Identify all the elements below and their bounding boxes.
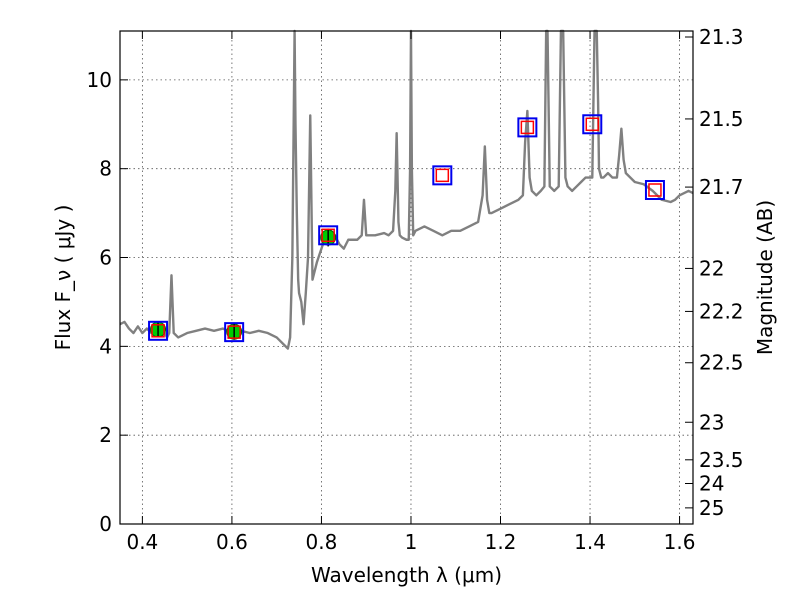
model-point — [321, 228, 335, 243]
right-tick-label: 21.3 — [699, 25, 744, 49]
spectrum-layer — [119, 29, 694, 350]
right-tick-label: 23 — [699, 410, 724, 434]
model-point — [648, 183, 662, 197]
x-tick-label: 0.4 — [126, 530, 158, 554]
model-point — [227, 325, 241, 339]
filter-band-box — [432, 165, 453, 186]
x-tick-label: 1.6 — [664, 530, 696, 554]
x-tick-label: 1.2 — [485, 530, 517, 554]
model-point — [585, 117, 600, 132]
plot-frame — [119, 30, 694, 525]
y-tick-label: 6 — [99, 246, 112, 270]
filter-band-box — [582, 114, 603, 135]
x-tick-label: 1.4 — [574, 530, 606, 554]
right-tick-label: 22.5 — [699, 351, 744, 375]
right-tick-label: 21.7 — [699, 175, 744, 199]
right-tick-label: 22 — [699, 256, 724, 280]
x-tick-label: 0.6 — [216, 530, 248, 554]
y-tick-label: 8 — [99, 157, 112, 181]
spectrum-line — [119, 29, 694, 350]
grid-lines — [120, 31, 693, 525]
right-axis-title: Magnitude (AB) — [753, 200, 777, 355]
x-tick-label: 0.8 — [306, 530, 338, 554]
x-axis-title: Wavelength λ (μm) — [311, 563, 502, 587]
axis-ticks: 0.4 0.6 0.8 1 1.2 1.4 1.6024681021.321.521.722… — [87, 25, 744, 554]
y-tick-label: 10 — [87, 68, 112, 92]
y-tick-label: 0 — [99, 512, 112, 536]
y-tick-label: 2 — [99, 423, 112, 447]
right-tick-label: 21.5 — [699, 107, 744, 131]
x-tick-label: 1 — [405, 530, 418, 554]
right-tick-label: 25 — [699, 496, 724, 520]
filter-band-box — [517, 117, 538, 138]
right-tick-label: 24 — [699, 471, 724, 495]
right-tick-label: 23.5 — [699, 448, 744, 472]
right-tick-label: 22.2 — [699, 299, 744, 323]
photometry-points — [148, 114, 665, 343]
y-axis-title: Flux F_ν ( μJy ) — [51, 205, 75, 351]
filter-band-box — [318, 225, 339, 246]
model-point — [520, 120, 535, 135]
model-point — [435, 168, 450, 183]
filter-band-box — [148, 320, 169, 341]
model-point — [151, 324, 165, 338]
filter-band-box — [644, 180, 665, 201]
y-tick-label: 4 — [99, 334, 112, 358]
filter-band-box — [224, 322, 245, 343]
